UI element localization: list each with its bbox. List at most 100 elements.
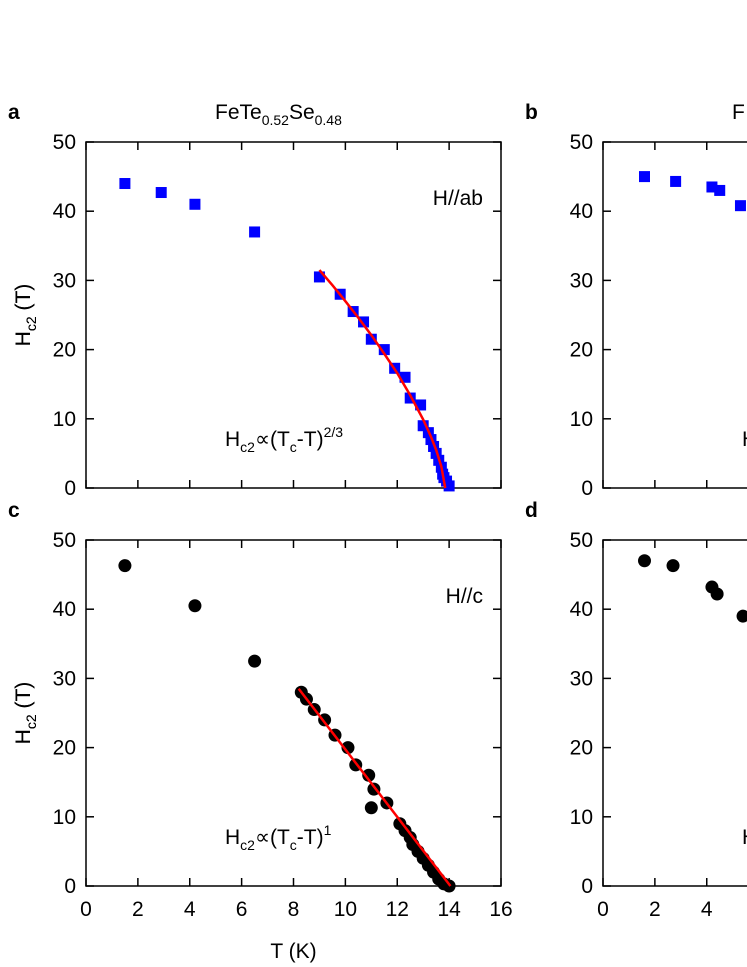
panel-title: F <box>732 101 745 124</box>
data-point <box>404 392 416 404</box>
y-tick-label: 10 <box>53 806 76 829</box>
x-axis-label: T (K) <box>270 940 316 963</box>
y-tick-label: 30 <box>53 667 76 690</box>
data-point <box>358 316 370 328</box>
y-tick-label: 10 <box>570 408 593 431</box>
y-tick-label: 10 <box>570 806 593 829</box>
y-tick-label: 20 <box>570 737 593 760</box>
data-point <box>706 181 718 193</box>
x-tick-label: 0 <box>80 898 92 921</box>
x-tick-label: 10 <box>334 898 357 921</box>
data-point <box>443 480 455 492</box>
panel-label: a <box>8 101 20 124</box>
x-tick-label: 12 <box>386 898 409 921</box>
text-segment: ∝(T <box>255 826 290 849</box>
text-segment: ∝(T <box>255 428 290 451</box>
annotation: Hc2∝(Tc-T)2/3 <box>225 424 343 455</box>
data-point <box>188 599 202 613</box>
text-segment: -T) <box>297 428 324 451</box>
plot-frame <box>85 539 502 887</box>
text-segment: (T) <box>12 682 35 715</box>
y-tick-label: 50 <box>570 131 593 154</box>
y-tick-label: 0 <box>581 875 593 898</box>
text-segment: H//ab <box>433 187 483 210</box>
data-point <box>710 587 724 601</box>
data-point <box>365 333 377 345</box>
y-axis-label: Hc2 (T) <box>12 284 39 347</box>
x-tick-label: 14 <box>437 898 461 921</box>
y-tick-label: 20 <box>570 339 593 362</box>
x-tick-label: 2 <box>132 898 144 921</box>
y-tick-label: 40 <box>570 200 593 223</box>
text-segment: -T) <box>297 826 324 849</box>
text-segment: H <box>12 331 35 346</box>
data-point <box>378 344 390 356</box>
text-segment: H <box>742 428 747 451</box>
y-tick-label: 30 <box>570 269 593 292</box>
x-tick-label: 6 <box>236 898 248 921</box>
y-tick-label: 30 <box>570 667 593 690</box>
panel-label: c <box>8 499 20 522</box>
data-point <box>714 184 726 196</box>
text-segment: c <box>290 837 297 853</box>
annotation: Hc2∝(Tc-T)1 <box>225 822 332 853</box>
data-point <box>734 200 746 212</box>
y-tick-label: 20 <box>53 339 76 362</box>
data-point <box>313 271 325 283</box>
annotation: H//c <box>446 585 483 608</box>
y-tick-label: 0 <box>64 875 76 898</box>
x-tick-label: 2 <box>649 898 661 921</box>
text-segment: c <box>290 439 297 455</box>
text-segment: c2 <box>23 714 39 729</box>
fit-line <box>297 688 452 887</box>
data-point <box>119 178 131 190</box>
panel-label: d <box>525 499 538 522</box>
text-segment: 0.48 <box>315 112 342 128</box>
plot-frame <box>602 539 747 887</box>
data-point <box>399 371 411 383</box>
x-tick-label: 16 <box>489 898 512 921</box>
annotation: H <box>742 826 747 849</box>
text-segment: 0.52 <box>262 112 289 128</box>
text-segment: H//c <box>446 585 483 608</box>
y-tick-label: 40 <box>53 200 76 223</box>
y-tick-label: 20 <box>53 737 76 760</box>
text-segment: c2 <box>23 316 39 331</box>
annotation: H <box>742 428 747 451</box>
panel-title: FeTe0.52Se0.48 <box>215 101 342 128</box>
y-axis-label: Hc2 (T) <box>12 682 39 745</box>
fit-line <box>318 269 447 489</box>
y-tick-label: 0 <box>64 477 76 500</box>
y-tick-label: 50 <box>570 529 593 552</box>
x-tick-label: 4 <box>184 898 196 921</box>
x-tick-label: 4 <box>701 898 713 921</box>
text-segment: H <box>12 331 35 346</box>
text-segment: H <box>12 729 35 744</box>
text-segment: H <box>225 428 240 451</box>
data-point <box>364 801 378 815</box>
y-axis-label: Hc2 (T) <box>12 682 39 745</box>
text-segment: H <box>225 826 240 849</box>
data-point <box>362 768 376 782</box>
data-point <box>341 741 355 755</box>
text-segment: Se <box>289 101 315 124</box>
y-tick-label: 10 <box>53 408 76 431</box>
text-segment: c2 <box>240 837 255 853</box>
data-point <box>666 559 680 573</box>
text-segment: c2 <box>23 316 39 331</box>
plot-frame <box>602 141 747 489</box>
data-point <box>670 175 682 187</box>
x-tick-label: 8 <box>288 898 300 921</box>
y-tick-label: 40 <box>53 598 76 621</box>
y-axis-label: Hc2 (T) <box>12 284 39 347</box>
text-segment: (T) <box>12 682 35 715</box>
annotation: H//ab <box>433 187 483 210</box>
data-point <box>189 198 201 210</box>
text-segment: 2/3 <box>324 424 344 440</box>
y-tick-label: 30 <box>53 269 76 292</box>
y-tick-label: 40 <box>570 598 593 621</box>
text-segment: FeTe <box>215 101 262 124</box>
text-segment: H <box>742 826 747 849</box>
data-point <box>415 399 427 411</box>
